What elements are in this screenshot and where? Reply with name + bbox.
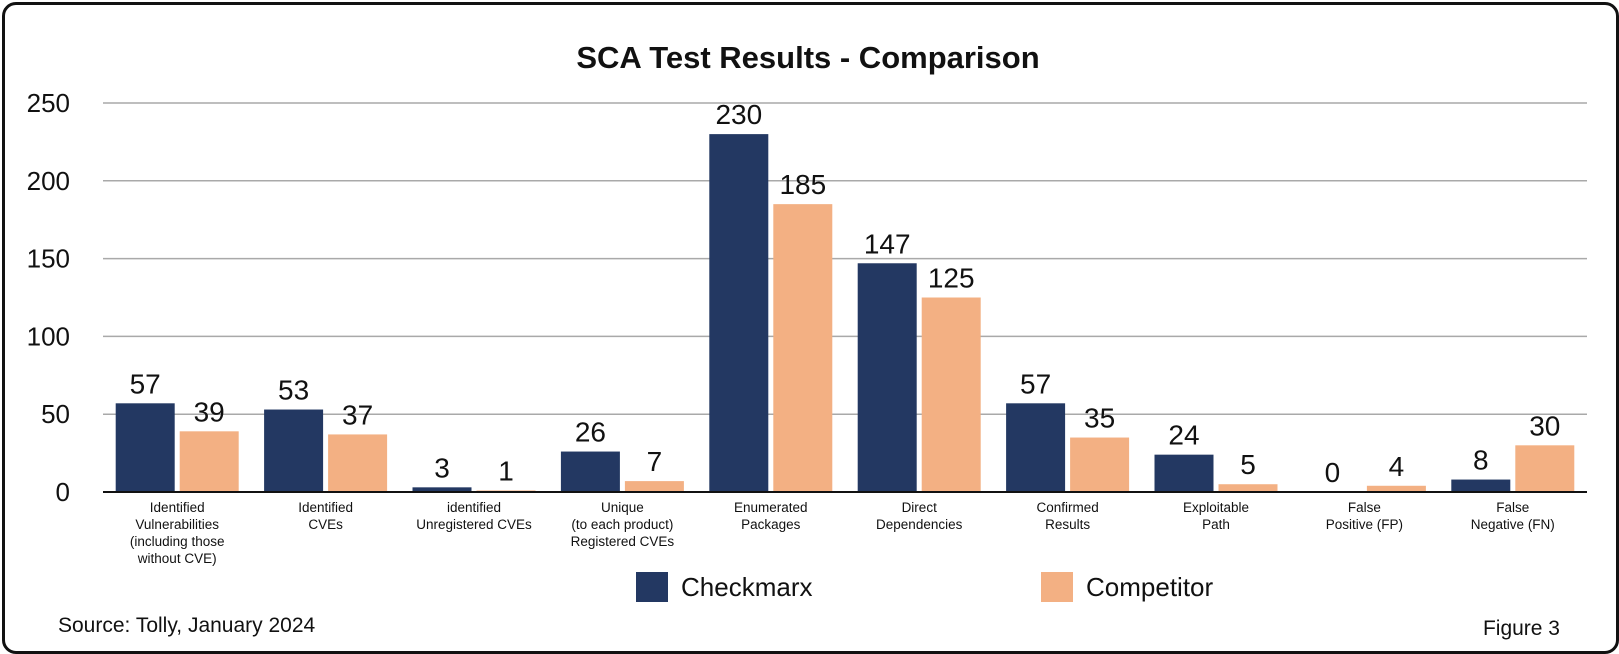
y-tick-label: 150: [27, 244, 70, 274]
x-tick-label: identified Unregistered CVEs: [416, 500, 532, 532]
x-tick-label-line: Registered CVEs: [571, 534, 675, 549]
data-label: 26: [575, 417, 606, 448]
data-labels: 57 39 53 37 3 1 26 7 230 185 147 125 57 35 24 5 0 4 8 30: [130, 99, 1561, 488]
x-tick-label-line: False: [1348, 500, 1381, 515]
bar-checkmarx: [1154, 454, 1214, 492]
chart-title: SCA Test Results - Comparison: [576, 40, 1039, 75]
x-tick-label-line: Direct: [902, 500, 938, 515]
data-label: 7: [647, 446, 663, 477]
bar-competitor: [1070, 437, 1130, 492]
legend-item-checkmarx: Checkmarx: [636, 572, 812, 602]
bar-checkmarx: [560, 451, 620, 492]
source-note: Source: Tolly, January 2024: [58, 614, 316, 637]
x-tick-label-line: Results: [1045, 517, 1090, 532]
x-tick-label: Identified Vulnerabilities (including thos…: [130, 500, 225, 566]
bar-competitor: [773, 204, 833, 492]
x-tick-label: False Negative (FN): [1471, 500, 1555, 532]
x-tick-label: Exploitable Path: [1183, 500, 1249, 532]
x-tick-label-line: Packages: [741, 517, 801, 532]
data-label: 8: [1473, 445, 1489, 476]
data-label: 1: [498, 455, 514, 486]
bar-competitor: [179, 431, 239, 492]
bar-competitor: [1366, 485, 1426, 492]
bar-checkmarx: [1006, 403, 1066, 492]
bar-checkmarx: [412, 487, 472, 492]
x-tick-label-line: Dependencies: [876, 517, 963, 532]
bar-competitor: [1515, 445, 1575, 492]
legend-swatch: [636, 572, 668, 602]
x-tick-label-line: False: [1496, 500, 1529, 515]
data-label: 24: [1168, 420, 1199, 451]
legend: Checkmarx Competitor: [636, 572, 1213, 602]
bar-competitor: [624, 481, 684, 492]
x-tick-label-line: Identified: [150, 500, 205, 515]
y-tick-label: 100: [27, 321, 70, 351]
legend-label: Checkmarx: [681, 572, 812, 602]
y-tick-label: 200: [27, 166, 70, 196]
data-label: 125: [928, 263, 975, 294]
x-tick-label: Direct Dependencies: [876, 500, 963, 532]
x-tick-label-line: (including those: [130, 534, 225, 549]
data-label: 4: [1389, 451, 1405, 482]
bar-competitor: [328, 434, 388, 492]
x-tick-label-line: Negative (FN): [1471, 517, 1555, 532]
legend-label: Competitor: [1086, 572, 1213, 602]
bar-checkmarx: [1451, 479, 1511, 492]
x-tick-label-line: without CVE): [137, 551, 217, 566]
x-tick-label-line: (to each product): [571, 517, 673, 532]
x-tick-label-line: Confirmed: [1036, 500, 1098, 515]
x-tick-label: Confirmed Results: [1036, 500, 1098, 532]
data-label: 5: [1240, 449, 1256, 480]
bars: [115, 134, 1575, 492]
x-tick-label-line: identified: [447, 500, 501, 515]
x-tick-label-line: Unique: [601, 500, 644, 515]
data-label: 35: [1084, 403, 1115, 434]
x-axis-labels: Identified Vulnerabilities (including thos…: [130, 500, 1555, 566]
x-tick-label-line: Vulnerabilities: [135, 517, 219, 532]
bar-checkmarx: [115, 403, 175, 492]
y-tick-label: 0: [56, 477, 70, 507]
data-label: 185: [779, 169, 826, 200]
x-tick-label-line: Unregistered CVEs: [416, 517, 532, 532]
bar-competitor: [921, 297, 981, 492]
data-label: 3: [434, 452, 450, 483]
figure-number: Figure 3: [1483, 617, 1560, 640]
data-label: 30: [1529, 410, 1560, 441]
x-tick-label-line: Exploitable: [1183, 500, 1249, 515]
y-tick-label: 250: [27, 88, 70, 118]
data-label: 230: [715, 99, 762, 130]
x-tick-label: Enumerated Packages: [734, 500, 808, 532]
bar-checkmarx: [857, 263, 917, 492]
x-tick-label-line: Identified: [298, 500, 353, 515]
x-tick-label-line: Path: [1202, 517, 1230, 532]
data-label: 57: [1020, 368, 1051, 399]
x-tick-label: Unique (to each product) Registered CVEs: [571, 500, 675, 549]
data-label: 39: [194, 396, 225, 427]
x-tick-label-line: Positive (FP): [1326, 517, 1403, 532]
data-label: 57: [130, 368, 161, 399]
data-label: 0: [1325, 457, 1341, 488]
legend-swatch: [1041, 572, 1073, 602]
data-label: 53: [278, 375, 309, 406]
x-tick-label: Identified CVEs: [298, 500, 353, 532]
bar-checkmarx: [264, 409, 324, 492]
legend-item-competitor: Competitor: [1041, 572, 1213, 602]
bar-checkmarx: [709, 134, 769, 492]
x-tick-label-line: Enumerated: [734, 500, 808, 515]
data-label: 37: [342, 399, 373, 430]
x-tick-label: False Positive (FP): [1326, 500, 1403, 532]
y-tick-label: 50: [41, 399, 70, 429]
bar-competitor: [1218, 484, 1278, 492]
y-axis-ticks: 0 50 100 150 200 250: [27, 88, 70, 507]
data-label: 147: [864, 228, 911, 259]
grid-lines: [103, 102, 1587, 415]
x-tick-label-line: CVEs: [308, 517, 343, 532]
